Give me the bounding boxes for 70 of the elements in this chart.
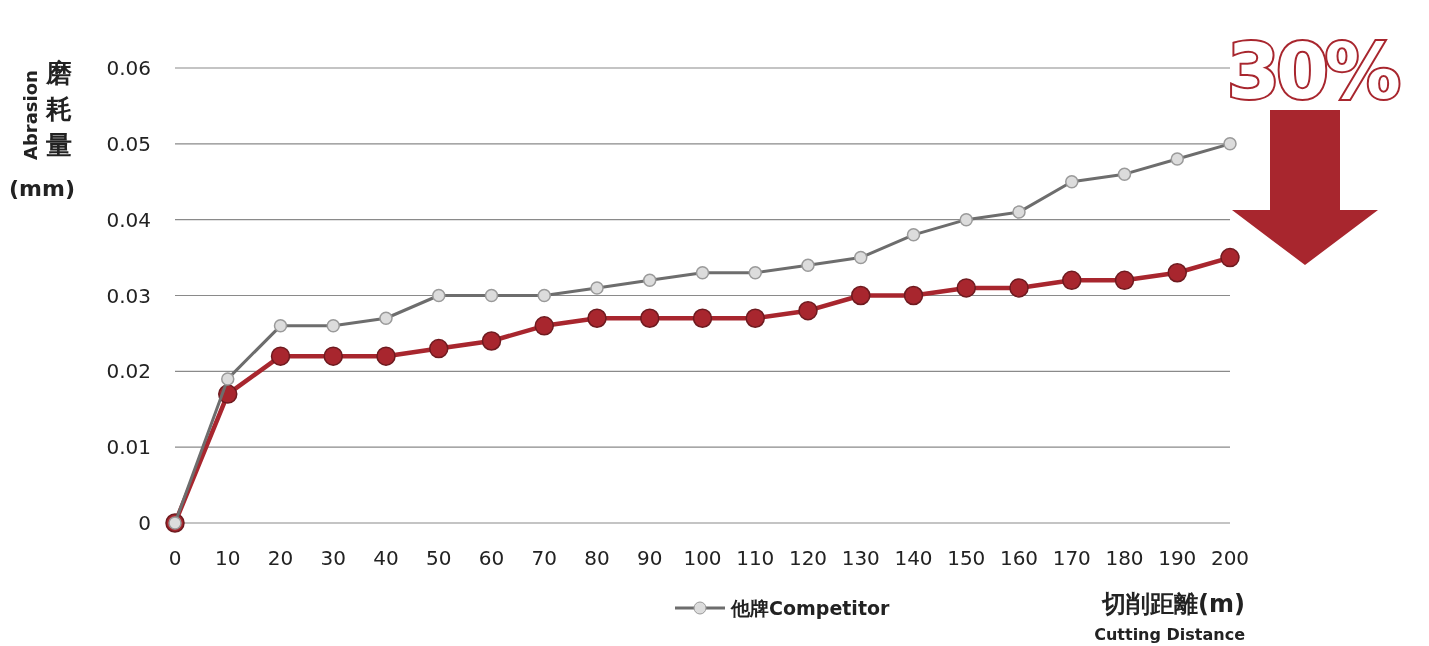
point: [587, 308, 607, 328]
point: [270, 346, 291, 366]
x-tick-label: 190: [1158, 546, 1197, 570]
x-tick-label: 160: [999, 546, 1039, 570]
point: [1223, 137, 1237, 151]
point: [1220, 247, 1240, 268]
x-tick-label: 150: [947, 546, 986, 570]
x-tick-label: 30: [320, 546, 346, 570]
x-tick-label: 0: [168, 546, 182, 570]
point: [640, 308, 660, 328]
point: [748, 266, 762, 280]
point: [484, 288, 499, 303]
point: [1009, 278, 1029, 298]
x-tick-label: 180: [1105, 546, 1144, 570]
point: [1114, 270, 1135, 291]
point: [643, 273, 657, 288]
x-tick-label: 40: [373, 546, 399, 570]
annotation: 30%: [1227, 27, 1399, 116]
point: [534, 316, 554, 336]
point: [432, 288, 446, 303]
point: [481, 331, 502, 351]
y-tick-label: 0.05: [106, 131, 151, 156]
point: [590, 281, 604, 295]
point: [903, 285, 924, 306]
point: [695, 266, 710, 280]
legend-label: 他牌Competitor: [730, 597, 891, 619]
x-tick-label: 60: [478, 546, 505, 570]
x-tick-label: 110: [736, 546, 775, 570]
point: [1170, 152, 1184, 166]
point: [745, 308, 765, 328]
x-tick-label: 140: [894, 546, 933, 570]
y-tick-label: 0.06: [106, 56, 151, 80]
point: [906, 228, 921, 242]
point: [956, 278, 976, 298]
x-tick-label: 10: [215, 546, 241, 570]
x-tick-label: 100: [683, 546, 722, 570]
x-tick-label: 20: [267, 546, 294, 570]
point: [429, 338, 449, 359]
x-tick-label: 130: [841, 546, 880, 570]
x-tick-label: 80: [584, 546, 610, 570]
point: [798, 300, 818, 321]
point: [1062, 270, 1082, 291]
point: [959, 212, 973, 227]
point: [1012, 205, 1026, 219]
x-tick-label: 90: [637, 546, 663, 570]
y-tick-label: 0.02: [106, 359, 151, 384]
y-tick-label: 0.01: [106, 435, 151, 460]
point: [221, 372, 235, 386]
y-tick-label: 0.03: [106, 283, 151, 308]
point: [537, 288, 551, 303]
x-tick-label: 120: [788, 546, 828, 570]
point: [854, 250, 868, 265]
point: [323, 346, 343, 366]
x-tick-label: 200: [1210, 546, 1250, 570]
point: [851, 285, 871, 306]
x-tick-label: 50: [426, 546, 452, 570]
x-tick-label: 170: [1052, 546, 1091, 570]
point: [801, 258, 815, 272]
point: [273, 319, 288, 333]
point: [376, 346, 396, 366]
point: [692, 308, 713, 328]
point: [326, 319, 340, 333]
point: [1065, 175, 1079, 189]
point: [1117, 167, 1132, 181]
y-tick-label: 0: [138, 511, 151, 535]
point: [1167, 263, 1187, 283]
x-tick-label: 70: [531, 546, 557, 570]
point: [379, 311, 393, 325]
y-tick-label: 0.04: [106, 207, 151, 232]
x-axis-title: 切削距離(m) Cutting Distance: [1094, 590, 1246, 644]
